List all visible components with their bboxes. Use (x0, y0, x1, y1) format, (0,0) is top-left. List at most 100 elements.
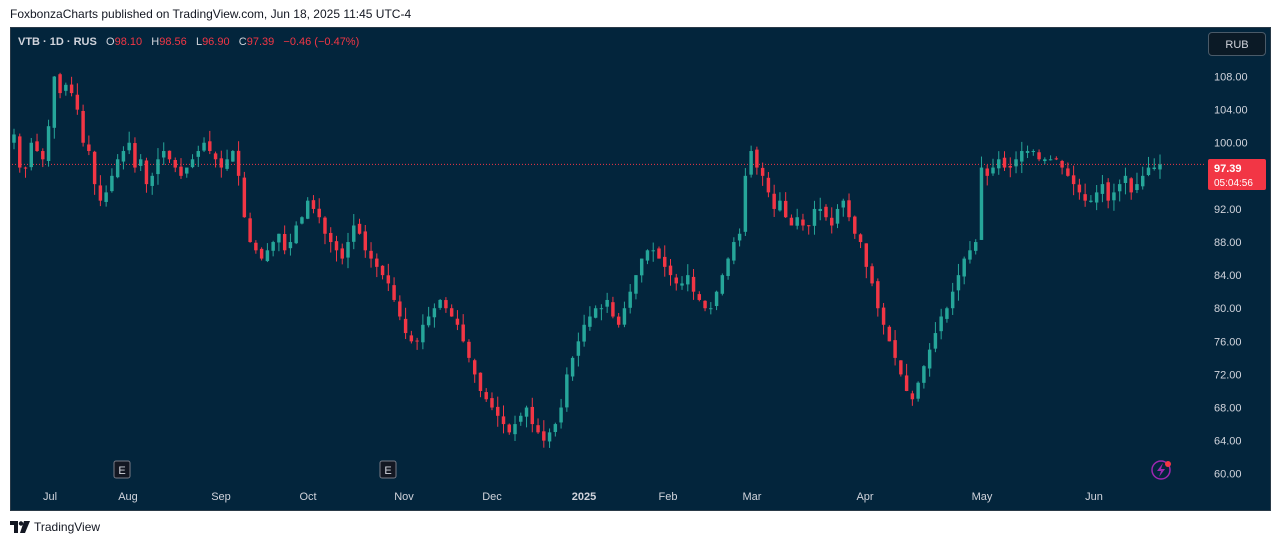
candle-body (196, 151, 201, 157)
candle-body (893, 340, 897, 358)
price-tick-label: 64.00 (1214, 436, 1242, 448)
candle-body (904, 375, 909, 391)
candle-body (426, 316, 431, 326)
candle-body (674, 277, 678, 284)
candle-body (305, 200, 310, 219)
candle-body (300, 217, 304, 224)
price-tick-label: 80.00 (1214, 303, 1242, 315)
candle-body (795, 217, 799, 226)
candle-body (593, 308, 598, 318)
candle-body (991, 167, 995, 174)
candle-body (507, 424, 511, 433)
candle-body (818, 208, 822, 212)
price-tag-countdown: 05:04:56 (1214, 178, 1253, 189)
candle-body (524, 407, 529, 417)
candle-body (778, 200, 782, 211)
candle-body (115, 159, 120, 178)
candle-body (12, 134, 16, 143)
candle-body (501, 416, 506, 425)
candle-body (369, 250, 373, 259)
candle-body (876, 281, 880, 309)
candle-body (979, 167, 984, 240)
candle-body (294, 225, 298, 244)
candle-body (29, 142, 34, 168)
candle-body (346, 242, 350, 258)
candle-body (1117, 184, 1122, 192)
candle-body (737, 233, 742, 241)
candle-body (962, 258, 966, 277)
symbol-label: VTB · 1D · RUS (18, 36, 97, 48)
candle-body (329, 232, 333, 243)
candle-body (1112, 192, 1116, 201)
candle-body (127, 142, 131, 151)
candle-body (438, 299, 442, 308)
candle-body (162, 151, 166, 158)
candle-body (311, 200, 316, 209)
candle-body (812, 208, 817, 226)
candle-body (703, 300, 707, 309)
candle-body (611, 302, 615, 317)
candle-body (1014, 159, 1018, 167)
candle-body (340, 248, 344, 259)
candle-body (461, 324, 465, 342)
candle-body (277, 233, 281, 243)
candle-body (605, 299, 609, 307)
time-tick-label: Apr (856, 491, 873, 503)
candle-body (870, 266, 874, 284)
price-tick-label: 104.00 (1214, 105, 1248, 117)
candle-body (202, 142, 206, 151)
tradingview-footer[interactable]: TradingView (10, 520, 100, 534)
candle-body (1083, 194, 1087, 201)
candle-body (956, 275, 961, 291)
time-tick-label: Oct (299, 491, 316, 503)
tradingview-brand: TradingView (34, 520, 101, 534)
time-tick-label: Sep (211, 491, 231, 503)
candle-body (265, 250, 270, 262)
candle-body (1008, 166, 1012, 168)
candle-body (1031, 151, 1036, 153)
candle-body (323, 217, 327, 234)
candle-body (81, 110, 85, 143)
low-value: 96.90 (202, 36, 230, 48)
candle-body (835, 208, 840, 224)
candle-body (248, 218, 252, 243)
candle-body (628, 291, 632, 308)
high-value: 98.56 (159, 36, 187, 48)
candle-body (709, 308, 713, 310)
earnings-marker-label: E (118, 465, 125, 477)
candle-body (985, 168, 989, 176)
candle-body (1135, 184, 1139, 191)
candle-body (973, 242, 978, 251)
candle-body (1123, 175, 1128, 183)
currency-button[interactable]: RUB (1208, 32, 1266, 56)
candle-body (680, 283, 684, 286)
candle-body (1037, 152, 1041, 160)
candle-body (167, 150, 172, 160)
candle-body (864, 243, 869, 267)
candle-body (282, 234, 287, 251)
candle-body (317, 208, 321, 218)
candle-body (766, 177, 771, 193)
candle-body (887, 326, 892, 342)
candle-body (576, 341, 581, 356)
candle-body (830, 217, 834, 226)
price-tick-label: 108.00 (1214, 72, 1248, 84)
time-tick-label: 2025 (572, 491, 596, 503)
candle-body (225, 159, 229, 169)
candle-body (185, 167, 189, 174)
candle-body (467, 341, 471, 358)
candle-body (375, 258, 379, 267)
price-tag-price: 97.39 (1214, 163, 1242, 175)
candle-body (69, 84, 74, 94)
lightning-icon[interactable] (1151, 460, 1171, 480)
candle-body (449, 308, 454, 317)
candle-body (1025, 151, 1030, 153)
candle-body (138, 159, 143, 166)
candle-body (651, 250, 655, 252)
candle-body (415, 340, 419, 342)
candle-body (1043, 159, 1047, 162)
open-value: 98.10 (114, 36, 143, 48)
candle-body (1002, 157, 1007, 168)
candle-body (645, 250, 650, 261)
